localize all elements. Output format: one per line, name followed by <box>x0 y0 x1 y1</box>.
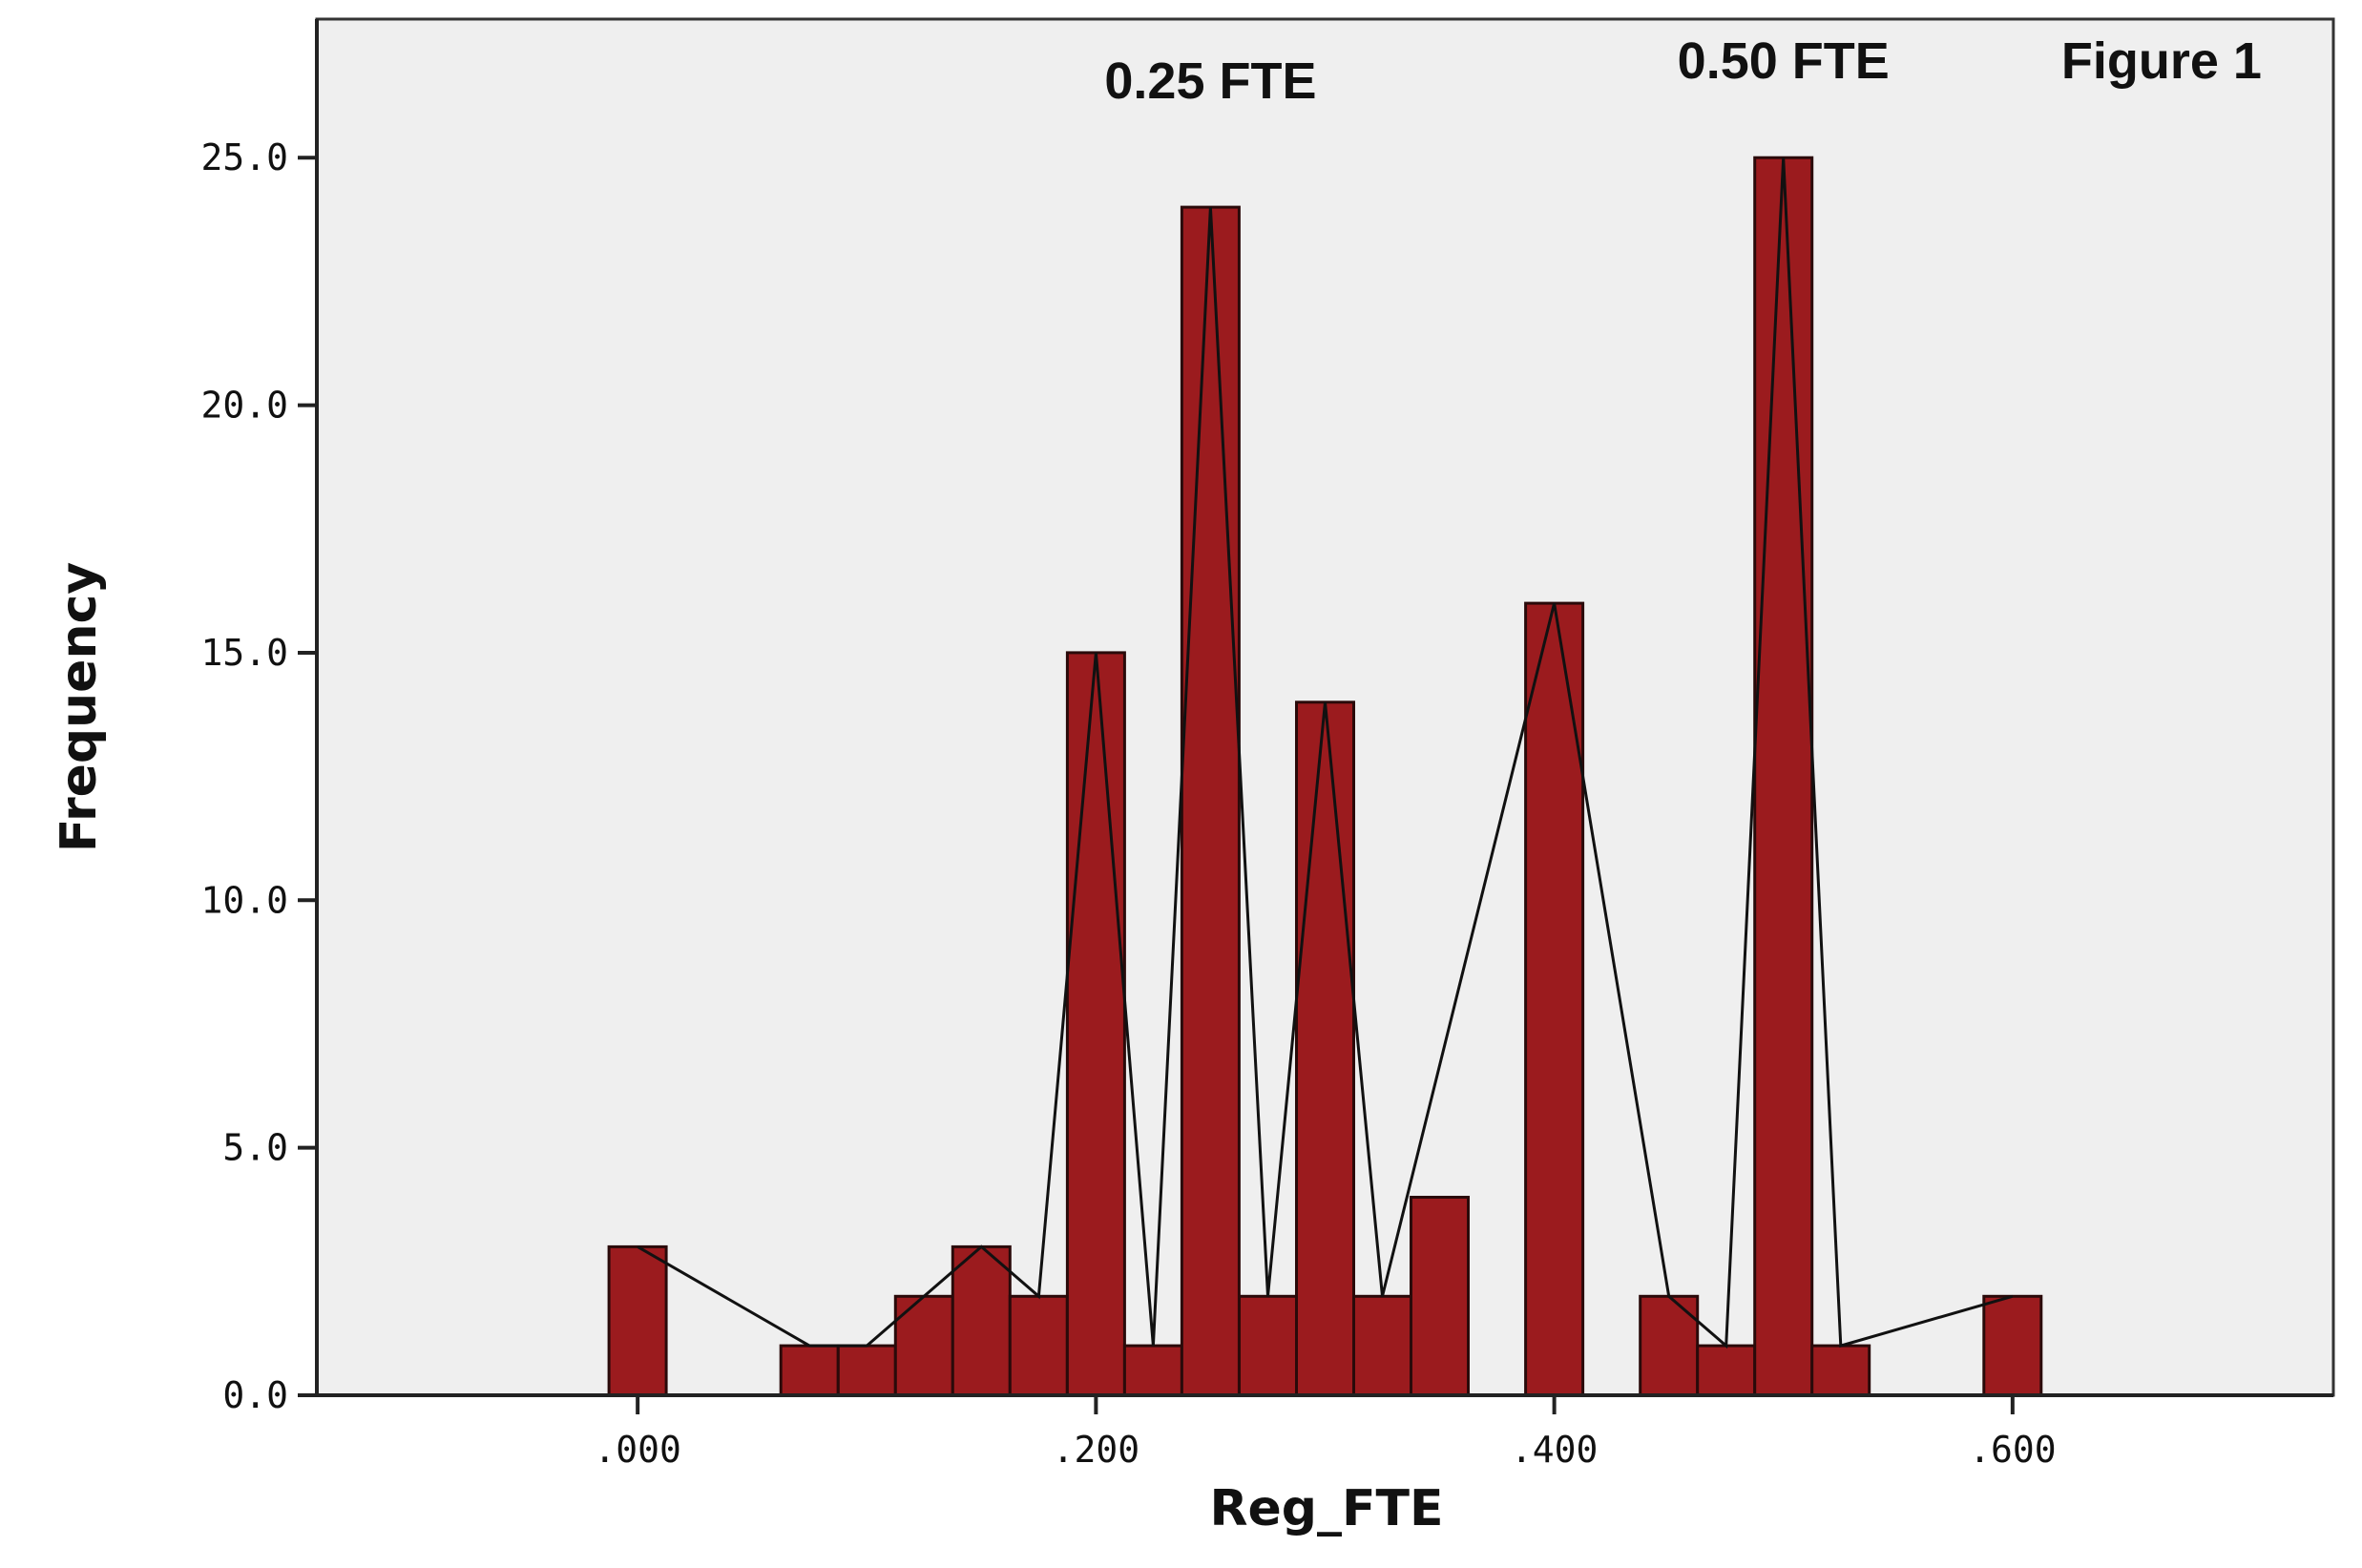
y-axis-ticks: 0.0 5.0 10.0 15.0 20.0 25.0 <box>200 136 317 1416</box>
histogram-bar-17 <box>1810 1344 1871 1397</box>
histogram-bar-8 <box>1180 205 1241 1397</box>
y-tick-label-3: 15.0 <box>200 632 288 674</box>
y-tick-label-4: 20.0 <box>200 385 288 427</box>
histogram-bar-2 <box>836 1344 897 1397</box>
histogram-bar-15 <box>1696 1344 1757 1397</box>
y-tick-label-2: 10.0 <box>200 879 288 921</box>
histogram-bar-18 <box>1982 1294 2043 1397</box>
histogram-bar-0 <box>607 1244 668 1397</box>
x-tick-label-1: .200 <box>1053 1429 1140 1471</box>
histogram-bar-16 <box>1753 156 1814 1397</box>
y-axis-title: Frequency <box>51 562 108 852</box>
x-tick-label-3: .600 <box>1969 1429 2057 1471</box>
y-tick-label-1: 5.0 <box>222 1127 288 1169</box>
y-tick-label-5: 25.0 <box>200 136 288 178</box>
histogram-bar-3 <box>893 1294 954 1397</box>
histogram-bar-4 <box>951 1244 1012 1397</box>
histogram-bar-6 <box>1065 651 1126 1397</box>
histogram-bar-5 <box>1008 1294 1069 1397</box>
histogram-bar-9 <box>1238 1294 1298 1397</box>
x-tick-label-0: .000 <box>594 1429 681 1471</box>
frequency-polygon-line <box>637 157 2014 1349</box>
x-axis-ticks: .000 .200 .400 .600 <box>594 1395 2057 1471</box>
chart-annotations: 0.25 FTE 0.50 FTE Figure 1 <box>1104 32 2262 110</box>
annotation-0: 0.25 FTE <box>1104 52 1316 110</box>
histogram-bar-14 <box>1639 1294 1700 1397</box>
y-tick-label-0: 0.0 <box>222 1374 288 1416</box>
x-tick-label-2: .400 <box>1511 1429 1599 1471</box>
histogram-bar-7 <box>1122 1344 1183 1397</box>
histogram-bars <box>607 156 2043 1397</box>
frequency-polygon <box>637 157 2014 1349</box>
histogram-bar-1 <box>779 1344 840 1397</box>
x-axis-title: Reg_FTE <box>1209 1480 1443 1537</box>
annotation-1: 0.50 FTE <box>1678 32 1890 90</box>
histogram-bar-11 <box>1352 1294 1412 1397</box>
histogram-bar-10 <box>1295 700 1355 1397</box>
annotation-2: Figure 1 <box>2061 32 2262 90</box>
histogram-bar-12 <box>1410 1196 1470 1397</box>
